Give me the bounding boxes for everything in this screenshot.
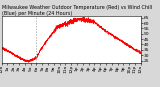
Text: Milwaukee Weather Outdoor Temperature (Red) vs Wind Chill (Blue) per Minute (24 : Milwaukee Weather Outdoor Temperature (R… xyxy=(2,5,152,16)
